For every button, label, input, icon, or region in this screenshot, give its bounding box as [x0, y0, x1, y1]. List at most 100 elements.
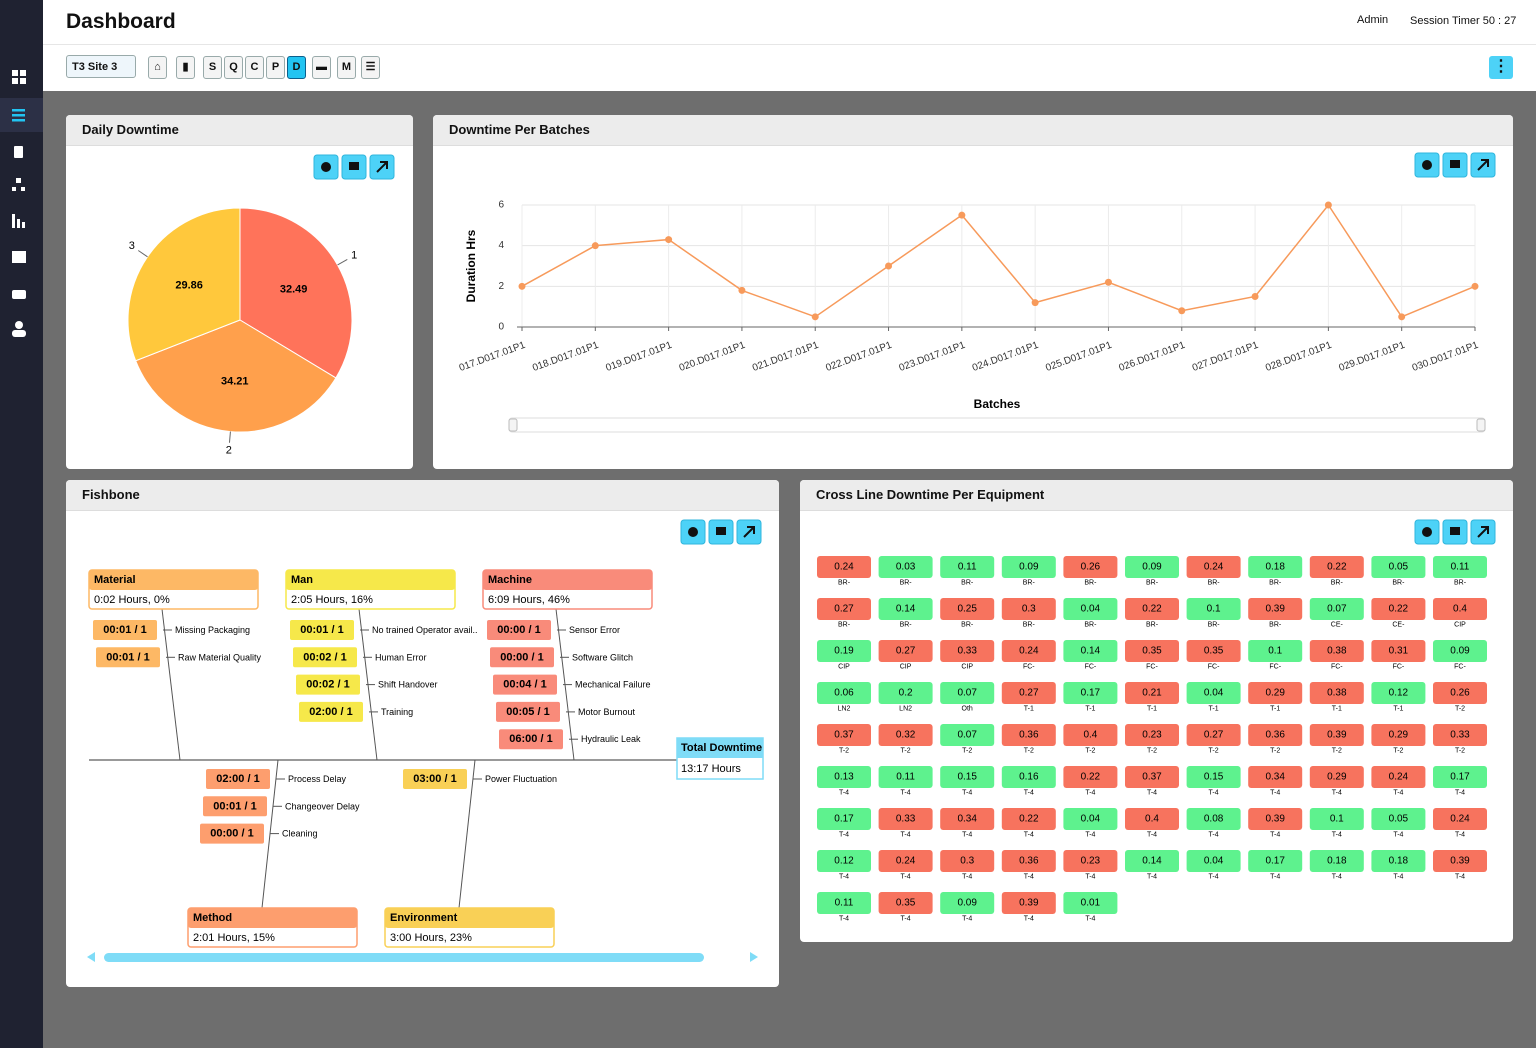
scroll-right[interactable] — [750, 952, 758, 962]
panel-title: Daily Downtime — [66, 115, 413, 146]
home-button[interactable]: ⌂ — [148, 56, 167, 79]
x-tick-label: 024.D017.01P1 — [971, 340, 1040, 374]
equipment-label: T-4 — [901, 832, 911, 839]
equipment-label: BR- — [1208, 622, 1221, 629]
data-point — [811, 313, 819, 321]
cause-box — [296, 674, 360, 695]
equipment-label: BR- — [1023, 580, 1036, 587]
equipment-label: BR- — [1269, 622, 1282, 629]
scrollbar[interactable] — [104, 953, 704, 962]
equipment-label: T-4 — [1024, 874, 1034, 881]
equipment-value: 0.17 — [1265, 856, 1285, 867]
nav-icon[interactable] — [17, 219, 20, 228]
more-button[interactable]: ⋮ — [1489, 56, 1513, 79]
list-button[interactable]: ☰ — [361, 56, 380, 79]
nav-icon[interactable] — [12, 70, 18, 76]
panel-fishbone: Fishbone Material 0:02 Hours, 0% 00:01 / 1… — [66, 480, 779, 987]
equipment-cell — [1186, 724, 1241, 746]
equipment-value: 0.35 — [1204, 646, 1224, 657]
equipment-value: 0.33 — [896, 814, 916, 825]
equipment-cell — [1063, 598, 1118, 620]
slider-handle[interactable] — [508, 418, 518, 432]
equipment-value: 0.27 — [1204, 730, 1224, 741]
equipment-cell — [1001, 850, 1056, 872]
equipment-cell — [817, 724, 871, 746]
equipment-value: 0.13 — [834, 772, 854, 783]
nav-icon[interactable] — [12, 290, 26, 299]
nav-icon[interactable] — [21, 187, 25, 191]
equipment-value: 0.12 — [834, 856, 854, 867]
equipment-value: 0.39 — [1265, 814, 1285, 825]
nav-icon[interactable] — [12, 119, 25, 122]
equipment-value: 0.16 — [1019, 772, 1039, 783]
equipment-label: T-2 — [1209, 748, 1219, 755]
equipment-label: T-4 — [901, 790, 911, 797]
equipment-value: 0.35 — [896, 898, 916, 909]
cause-label: Human Error — [375, 652, 427, 662]
equipment-value: 0.17 — [1081, 688, 1101, 699]
equipment-value: 0.38 — [1327, 688, 1347, 699]
equipment-cell — [817, 640, 871, 662]
panel-daily-downtime: Daily Downtime 32.49 1 34.21 2 29.86 3 — [66, 115, 413, 469]
equipment-value: 0.01 — [1081, 898, 1101, 909]
equipment-cell — [1433, 640, 1487, 662]
equipment-label: T-2 — [1455, 706, 1465, 713]
nav-icon[interactable] — [12, 114, 25, 117]
slice-value: 29.86 — [175, 279, 203, 291]
y-tick-label: 4 — [498, 240, 504, 251]
nav-icon[interactable] — [12, 109, 25, 112]
nav-icon[interactable] — [12, 187, 16, 191]
category-header — [286, 570, 455, 590]
equipment-value: 0.35 — [1142, 646, 1162, 657]
calendar-button[interactable]: ▬ — [312, 56, 331, 79]
equipment-cell — [1371, 682, 1426, 704]
equipment-cell — [940, 682, 995, 704]
nav-icon[interactable] — [12, 78, 18, 84]
pie-slice — [239, 207, 353, 379]
divider — [43, 44, 1536, 45]
nav-icon[interactable] — [22, 222, 25, 228]
nav-icon[interactable] — [14, 146, 23, 158]
data-point — [665, 236, 673, 244]
nav-icon[interactable] — [15, 321, 23, 329]
equipment-label: T-4 — [962, 832, 972, 839]
clipboard-button[interactable]: ▮ — [176, 56, 195, 79]
toolbar-button[interactable]: S — [203, 56, 222, 79]
user-menu[interactable]: Admin — [1357, 14, 1389, 26]
equipment-value: 0.36 — [1019, 856, 1039, 867]
equipment-cell — [1309, 640, 1364, 662]
nav-icon[interactable] — [20, 78, 26, 84]
toolbar-button[interactable]: Q — [224, 56, 243, 79]
equipment-value: 0.39 — [1450, 856, 1470, 867]
equipment-label: T-4 — [1393, 832, 1403, 839]
toolbar-button[interactable]: C — [245, 56, 264, 79]
range-slider[interactable] — [508, 417, 1486, 433]
toolbar-button[interactable]: D — [287, 56, 306, 79]
equipment-cell — [817, 808, 871, 830]
toolbar-button[interactable]: P — [266, 56, 285, 79]
action-icon — [1477, 159, 1489, 171]
equipment-value: 0.26 — [1450, 688, 1470, 699]
site-select[interactable]: T3 Site 3 — [66, 55, 136, 78]
nav-icon[interactable] — [12, 251, 26, 263]
nav-icon[interactable] — [12, 330, 26, 337]
equipment-cell — [1371, 556, 1426, 578]
toolbar-button[interactable]: M — [337, 56, 356, 79]
x-tick-label: 022.D017.01P1 — [824, 340, 893, 374]
equipment-value: 0.3 — [1022, 604, 1036, 615]
equipment-cell — [1248, 598, 1303, 620]
equipment-value: 0.03 — [896, 562, 916, 573]
nav-icon[interactable] — [20, 70, 26, 76]
equipment-value: 0.18 — [1327, 856, 1347, 867]
slider-handle[interactable] — [1476, 418, 1486, 432]
equipment-label: T-2 — [1270, 748, 1280, 755]
nav-icon[interactable] — [16, 178, 21, 183]
category-name: Machine — [488, 574, 532, 586]
cause-box — [499, 729, 563, 750]
scroll-left[interactable] — [87, 952, 95, 962]
equipment-label: T-2 — [1024, 748, 1034, 755]
nav-icon[interactable] — [12, 214, 15, 228]
equipment-label: T-1 — [1209, 706, 1219, 713]
equipment-value: 0.04 — [1081, 814, 1101, 825]
action-icon — [376, 161, 388, 173]
